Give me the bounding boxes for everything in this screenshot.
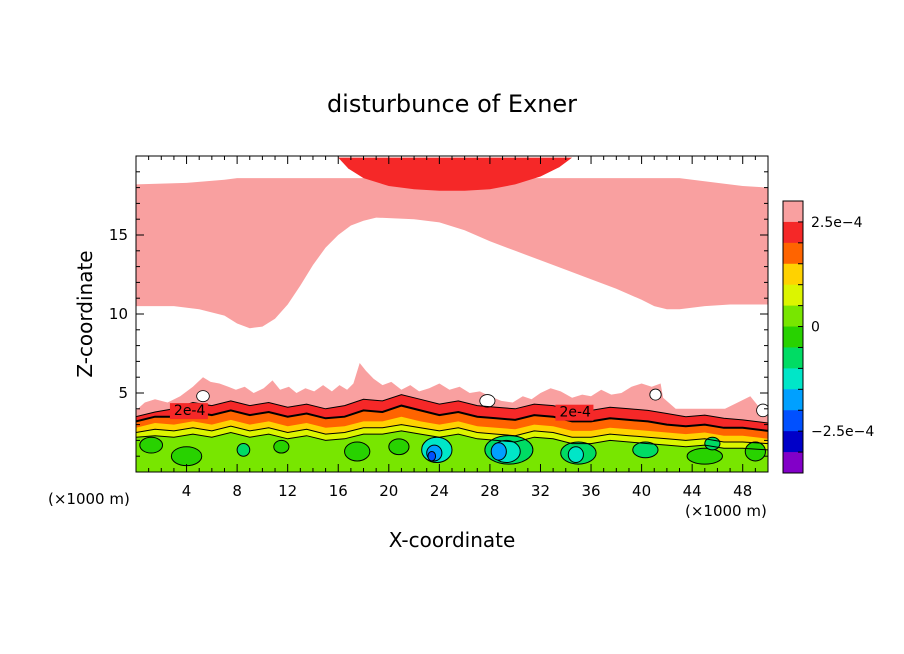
x-tick-label: 36 xyxy=(581,482,600,500)
contour-blob xyxy=(427,450,437,462)
y-axis-title: Z-coordinate xyxy=(73,250,97,377)
x-tick-label: 48 xyxy=(733,482,752,500)
colorbar-swatch xyxy=(783,201,803,223)
pink-band xyxy=(136,178,768,329)
upper-right-white-region xyxy=(698,157,768,183)
contour-blob xyxy=(490,442,507,461)
x-unit-label-left: (×1000 m) xyxy=(48,490,130,508)
upper-left-white-region xyxy=(136,157,238,183)
x-tick-label: 24 xyxy=(430,482,449,500)
hole-group xyxy=(196,388,768,418)
colorbar-frame xyxy=(782,200,804,474)
white-hole xyxy=(479,394,496,408)
x-tick-label: 16 xyxy=(329,482,348,500)
colorbar: 2.5e−4 0 −2.5e−4 xyxy=(782,200,874,474)
colorbar-swatch xyxy=(783,431,803,453)
colorbar-swatch xyxy=(783,368,803,390)
x-tick-label: 20 xyxy=(379,482,398,500)
contour-blob xyxy=(236,443,251,457)
x-axis: 4 8 12 16 20 24 28 32 36 40 44 48 xyxy=(135,156,769,500)
contour-blob xyxy=(388,438,410,456)
contour-blob xyxy=(632,441,659,459)
y-tick-label: 15 xyxy=(109,226,128,244)
colorbar-swatch xyxy=(783,284,803,307)
contour-blob xyxy=(744,441,766,462)
x-tick-label: 32 xyxy=(531,482,550,500)
white-hole xyxy=(649,388,662,401)
y-axis: 5 10 15 xyxy=(109,171,768,473)
colorbar-swatch xyxy=(783,389,803,411)
colorbar-swatch xyxy=(783,305,803,328)
colorbar-swatch xyxy=(783,347,803,369)
contour-label-bg xyxy=(169,403,208,420)
contour-line-2e-4 xyxy=(136,404,768,432)
colorbar-swatch xyxy=(783,221,803,244)
y-tick-label: 10 xyxy=(109,305,128,323)
colorbar-label: 2.5e−4 xyxy=(811,215,863,231)
x-tick-label: 28 xyxy=(480,482,499,500)
contour-label-bg xyxy=(555,404,594,421)
x-tick-label: 44 xyxy=(683,482,702,500)
colorbar-swatch xyxy=(783,242,803,265)
colorbar-swatch xyxy=(783,263,803,286)
x-axis-title: X-coordinate xyxy=(389,528,516,552)
colorbar-label: −2.5e−4 xyxy=(811,424,874,440)
blob-group xyxy=(139,435,766,467)
y-tick-label: 5 xyxy=(118,384,128,402)
x-tick-label: 8 xyxy=(232,482,242,500)
contour-blob xyxy=(170,446,203,467)
contour-label: 2e-4 xyxy=(174,403,206,419)
chart-title: disturbunce of Exner xyxy=(327,90,577,118)
colorbar-swatch xyxy=(783,326,803,348)
red-cap-region xyxy=(338,157,573,191)
contour-label-group: 2e-4 2e-4 xyxy=(169,403,594,421)
contour-blob xyxy=(139,436,164,454)
colorbar-swatch xyxy=(783,410,803,432)
contour-blob xyxy=(273,439,290,454)
white-hole xyxy=(196,390,210,403)
contour-line-thin xyxy=(136,394,768,424)
contour-plot-area: 2e-4 2e-4 xyxy=(136,156,768,472)
x-tick-label: 12 xyxy=(278,482,297,500)
contour-label: 2e-4 xyxy=(559,405,591,421)
x-unit-label-right: (×1000 m) xyxy=(685,502,767,520)
colorbar-swatch xyxy=(783,452,803,474)
contour-blob xyxy=(344,441,371,462)
contour-blob xyxy=(567,446,584,464)
white-hole xyxy=(756,403,768,418)
colorbar-label: 0 xyxy=(811,320,820,336)
contour-line-thin xyxy=(136,424,768,451)
x-tick-label: 4 xyxy=(182,482,192,500)
x-tick-label: 40 xyxy=(632,482,651,500)
contour-blob xyxy=(686,447,723,465)
